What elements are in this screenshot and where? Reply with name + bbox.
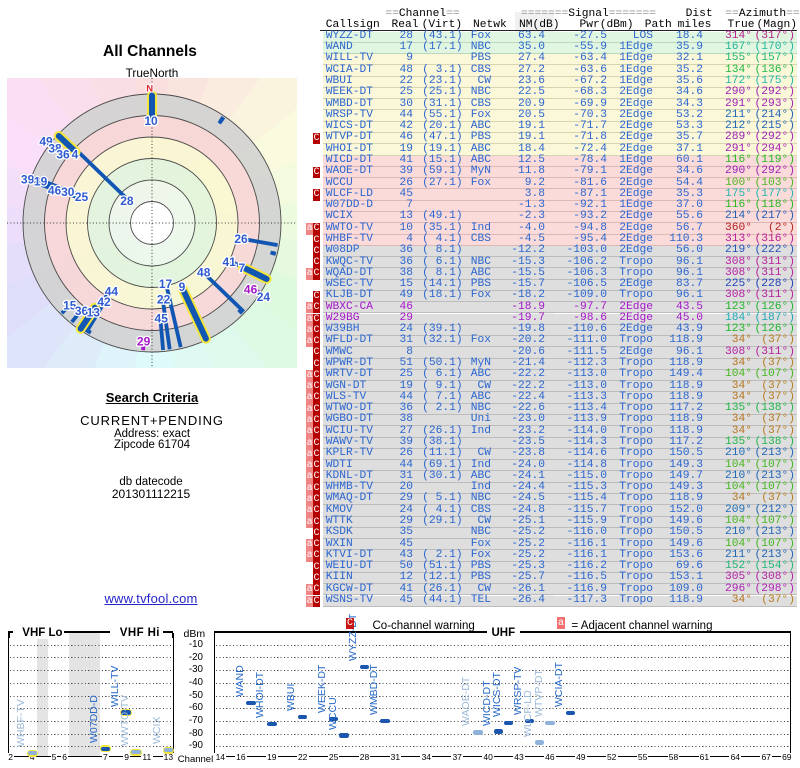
svg-text:48: 48: [197, 266, 211, 280]
svg-text:13: 13: [87, 305, 101, 319]
svg-text:45: 45: [155, 311, 169, 325]
svg-text:44: 44: [105, 284, 119, 298]
svg-text:19: 19: [34, 174, 48, 188]
svg-text:26: 26: [234, 232, 248, 246]
svg-text:38: 38: [48, 141, 62, 155]
svg-text:22: 22: [157, 293, 171, 307]
svg-text:49: 49: [39, 134, 53, 148]
svg-text:36: 36: [75, 304, 89, 318]
svg-text:25: 25: [75, 190, 89, 204]
svg-text:9: 9: [179, 280, 186, 294]
svg-text:24: 24: [257, 290, 271, 304]
svg-text:30: 30: [61, 185, 75, 199]
svg-text:41: 41: [223, 255, 237, 269]
svg-text:36: 36: [56, 147, 70, 161]
svg-text:39: 39: [21, 172, 35, 186]
svg-text:4: 4: [72, 147, 79, 161]
svg-text:29: 29: [137, 335, 151, 349]
svg-text:15: 15: [63, 298, 77, 312]
svg-text:10: 10: [144, 114, 158, 128]
svg-text:28: 28: [120, 194, 134, 208]
svg-text:7: 7: [238, 261, 245, 275]
svg-text:42: 42: [97, 295, 111, 309]
svg-text:46: 46: [48, 183, 62, 197]
svg-text:46: 46: [244, 282, 258, 296]
svg-text:17: 17: [159, 277, 173, 291]
svg-text:N: N: [146, 83, 153, 94]
